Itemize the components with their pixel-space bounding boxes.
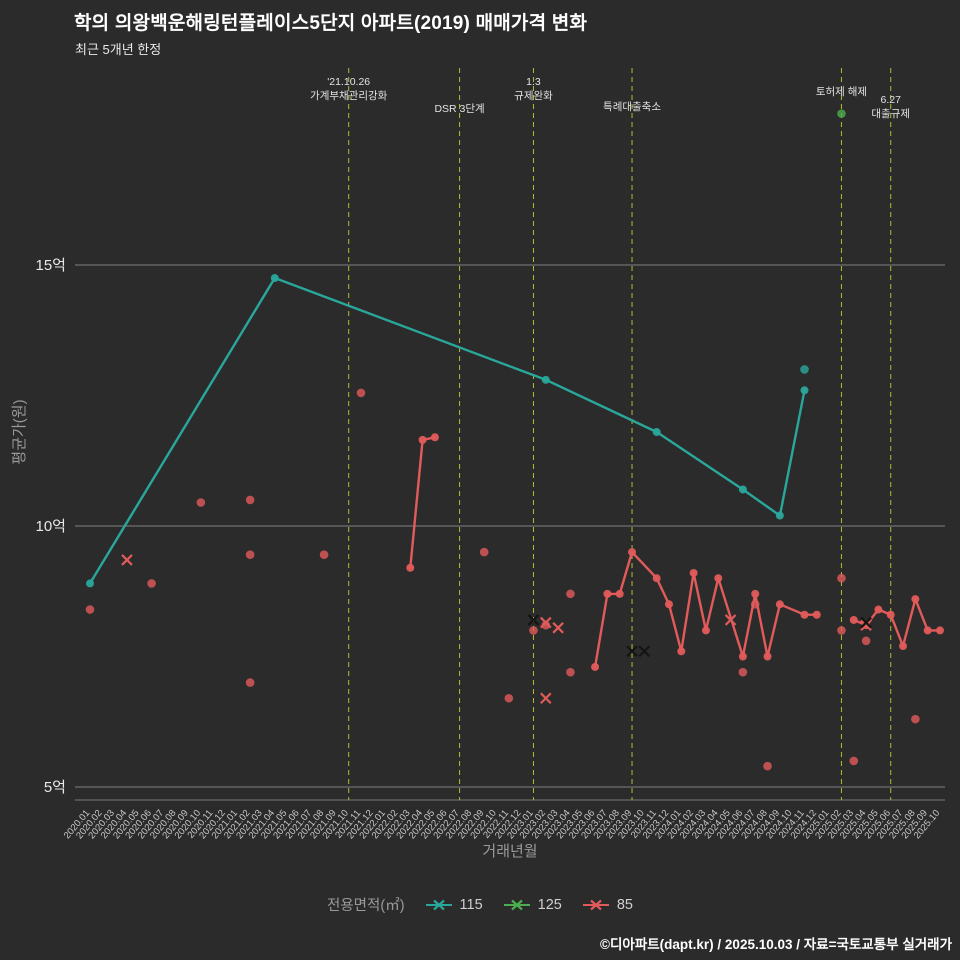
series-85-point[interactable] bbox=[504, 693, 514, 703]
series-115-point[interactable] bbox=[800, 365, 809, 374]
series-85-point[interactable] bbox=[406, 563, 415, 572]
series-85-point[interactable] bbox=[664, 600, 673, 609]
cancelled-x-marker bbox=[860, 616, 872, 629]
series-85-point[interactable] bbox=[430, 433, 439, 442]
series-115-point[interactable] bbox=[86, 579, 94, 588]
series-85-point[interactable] bbox=[615, 589, 624, 598]
series-85-line bbox=[409, 436, 437, 569]
series-115-point[interactable] bbox=[270, 274, 279, 283]
annotation-label: DSR 3단계 bbox=[434, 103, 484, 115]
series-85-point[interactable] bbox=[418, 435, 427, 444]
series-85-point[interactable] bbox=[245, 550, 255, 560]
series-85-point[interactable] bbox=[566, 589, 575, 599]
series-85-point[interactable] bbox=[911, 714, 920, 724]
series-115-point[interactable] bbox=[800, 386, 809, 395]
series-85-point[interactable] bbox=[196, 498, 206, 507]
legend-item-label: 115 bbox=[459, 896, 483, 913]
series-85-point[interactable] bbox=[763, 652, 772, 661]
series-85-point[interactable] bbox=[763, 761, 772, 771]
series-85-point[interactable] bbox=[899, 642, 908, 651]
cancelled-x-marker bbox=[860, 619, 872, 631]
annotation-label: 규제완화 bbox=[514, 89, 553, 102]
series-85-point[interactable] bbox=[628, 548, 637, 557]
cancelled-x-marker bbox=[724, 614, 737, 626]
series-85-point[interactable] bbox=[812, 610, 821, 619]
series-85-point[interactable] bbox=[775, 600, 784, 609]
series-125-marker-icon bbox=[503, 899, 530, 910]
legend-item-125[interactable]: 125 bbox=[503, 897, 562, 913]
series-115-marker-icon bbox=[425, 899, 452, 910]
series-85-point[interactable] bbox=[529, 626, 538, 635]
y-tick-label: 5억 bbox=[44, 779, 66, 796]
annotation-label: 가계부채관리강화 bbox=[310, 90, 388, 102]
series-85-point[interactable] bbox=[738, 667, 748, 677]
cancelled-x-marker bbox=[626, 645, 638, 658]
series-85-point[interactable] bbox=[849, 615, 858, 624]
series-85-point[interactable] bbox=[356, 388, 366, 398]
series-85-point[interactable] bbox=[479, 547, 489, 557]
series-85-point[interactable] bbox=[714, 574, 723, 583]
series-85-point[interactable] bbox=[85, 605, 95, 614]
source-credit: ©디아파트(dapt.kr) / 2025.10.03 / 자료=국토교통부 실… bbox=[600, 937, 952, 952]
series-115-point[interactable] bbox=[738, 485, 747, 494]
series-85-point[interactable] bbox=[800, 610, 809, 619]
page-title: 학의 의왕백운해링턴플레이스5단지 아파트(2019) 매매가격 변화 bbox=[74, 13, 588, 34]
cancelled-x-marker bbox=[638, 645, 651, 658]
series-85-point[interactable] bbox=[603, 589, 612, 598]
annotation-label: 대출규제 bbox=[871, 108, 910, 120]
cancelled-x-marker bbox=[121, 554, 133, 566]
series-85-point[interactable] bbox=[591, 662, 600, 671]
legend-item-label: 85 bbox=[616, 896, 633, 913]
series-85-point[interactable] bbox=[566, 667, 575, 677]
series-115-point[interactable] bbox=[652, 428, 661, 437]
legend-title: 전용면적(㎡) bbox=[327, 898, 405, 914]
series-85-point[interactable] bbox=[677, 647, 686, 656]
series-85-point[interactable] bbox=[652, 574, 661, 583]
series-85-point[interactable] bbox=[541, 620, 551, 630]
cancelled-x-marker bbox=[527, 614, 540, 626]
series-85-point[interactable] bbox=[147, 579, 156, 588]
series-85-point[interactable] bbox=[751, 589, 760, 598]
legend-item-85[interactable]: 85 bbox=[582, 897, 633, 913]
series-115-line bbox=[88, 276, 806, 585]
series-85-point[interactable] bbox=[849, 756, 859, 766]
annotation-label: '21.10.26 bbox=[327, 76, 370, 88]
series-85-point[interactable] bbox=[923, 626, 932, 635]
series-85-point[interactable] bbox=[837, 626, 846, 635]
legend-item-115[interactable]: 115 bbox=[425, 897, 483, 913]
series-85-point[interactable] bbox=[861, 636, 871, 646]
chart-legend: 전용면적(㎡) 115 125 85 bbox=[0, 894, 960, 915]
annotation-label: 1.3 bbox=[526, 76, 541, 88]
series-85-point[interactable] bbox=[689, 568, 698, 577]
series-125-point[interactable] bbox=[837, 109, 846, 118]
series-85-point[interactable] bbox=[936, 626, 944, 635]
cancelled-x-marker bbox=[552, 622, 564, 634]
cancelled-x-marker bbox=[540, 616, 552, 629]
annotation-label: 6.27 bbox=[881, 94, 902, 106]
series-115-point[interactable] bbox=[775, 511, 784, 520]
legend-item-label: 125 bbox=[537, 896, 562, 913]
y-tick-label: 15억 bbox=[36, 257, 67, 274]
series-85-point[interactable] bbox=[738, 652, 747, 661]
series-85-point[interactable] bbox=[886, 610, 895, 619]
annotation-label: 토허제 해제 bbox=[816, 85, 867, 98]
series-85-line bbox=[593, 550, 818, 669]
y-axis-title: 평균가(원) bbox=[11, 399, 28, 464]
series-85-point[interactable] bbox=[701, 626, 710, 635]
series-85-marker-icon bbox=[582, 899, 609, 910]
page-subtitle: 최근 5개년 한정 bbox=[75, 42, 162, 57]
series-85-point[interactable] bbox=[245, 678, 255, 687]
series-85-point[interactable] bbox=[837, 573, 846, 583]
series-85-point[interactable] bbox=[874, 605, 883, 614]
series-85-point[interactable] bbox=[245, 495, 255, 505]
series-85-point[interactable] bbox=[319, 550, 329, 560]
cancelled-x-marker bbox=[540, 692, 552, 705]
annotation-label: 특례대출축소 bbox=[603, 101, 661, 113]
series-115-point[interactable] bbox=[541, 375, 550, 384]
series-85-point[interactable] bbox=[911, 595, 920, 604]
y-tick-label: 10억 bbox=[36, 518, 67, 535]
series-85-point[interactable] bbox=[750, 600, 760, 609]
x-axis-title: 거래년월 bbox=[482, 843, 537, 860]
